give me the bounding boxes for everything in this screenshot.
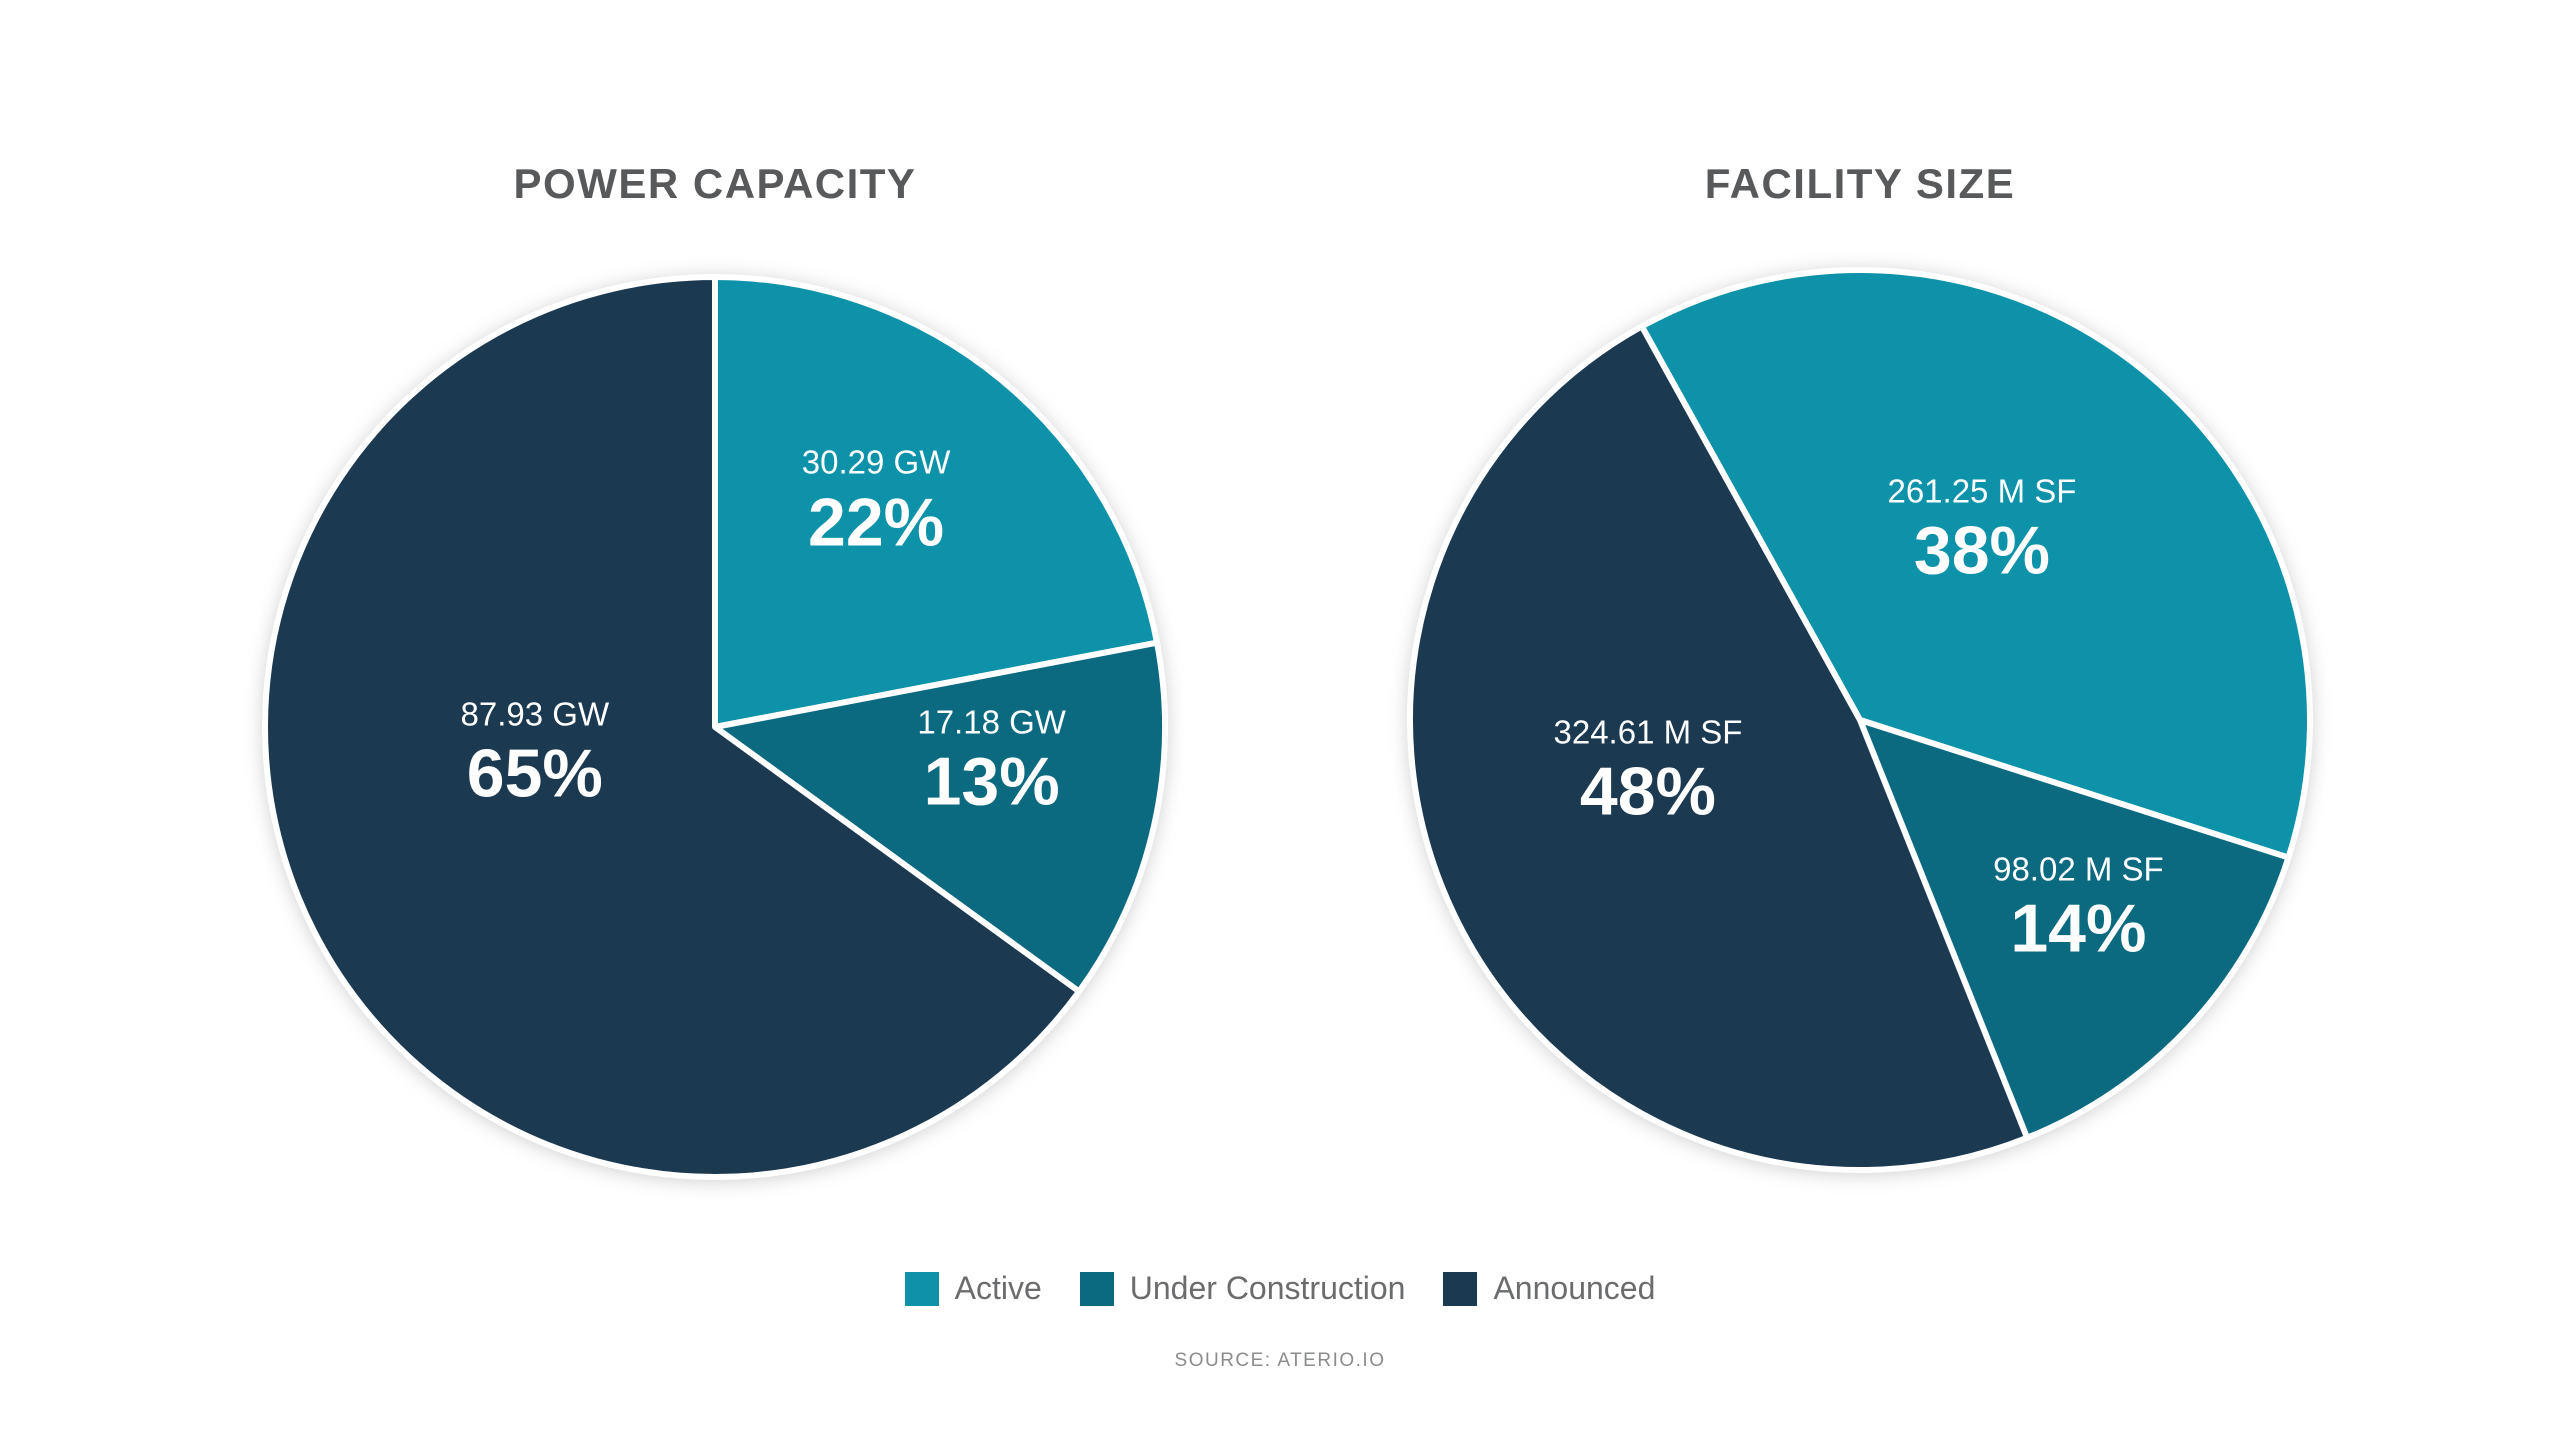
pie-slice-under-construction: [712, 639, 1168, 995]
pie-slice-active: [1638, 267, 2313, 861]
legend: Active Under Construction Announced: [0, 1270, 2560, 1307]
legend-swatch-under-construction-icon: [1079, 1271, 1114, 1306]
legend-label: Under Construction: [1129, 1270, 1406, 1306]
pie-slice-announced: [1406, 323, 2031, 1173]
pie-chart-facility-size: 261.25 M SF 38% 98.02 M SF 14% 324.61 M …: [1405, 265, 2315, 1175]
legend-swatch-active-icon: [904, 1271, 939, 1306]
pie-chart-power-capacity: 30.29 GW 22% 17.18 GW 13% 87.93 GW 65%: [260, 272, 1170, 1182]
pie-facility-size-svg: [1406, 267, 2313, 1173]
pie-power-capacity-svg: [262, 274, 1168, 1180]
legend-label: Active: [954, 1270, 1042, 1306]
legend-item-under-construction: Under Construction: [1079, 1270, 1406, 1307]
pie-slice-announced: [262, 274, 1083, 1180]
legend-swatch-announced-icon: [1443, 1271, 1478, 1306]
chart-title-facility-size: FACILITY SIZE: [1704, 160, 2016, 207]
legend-label: Announced: [1493, 1270, 1656, 1306]
legend-item-active: Active: [904, 1270, 1042, 1307]
chart-title-power-capacity: POWER CAPACITY: [513, 160, 917, 207]
pie-slice-active: [712, 274, 1161, 730]
legend-item-announced: Announced: [1443, 1270, 1655, 1307]
pie-slice-under-construction: [1857, 717, 2292, 1141]
source-note: SOURCE: ATERIO.IO: [1174, 1350, 1386, 1371]
